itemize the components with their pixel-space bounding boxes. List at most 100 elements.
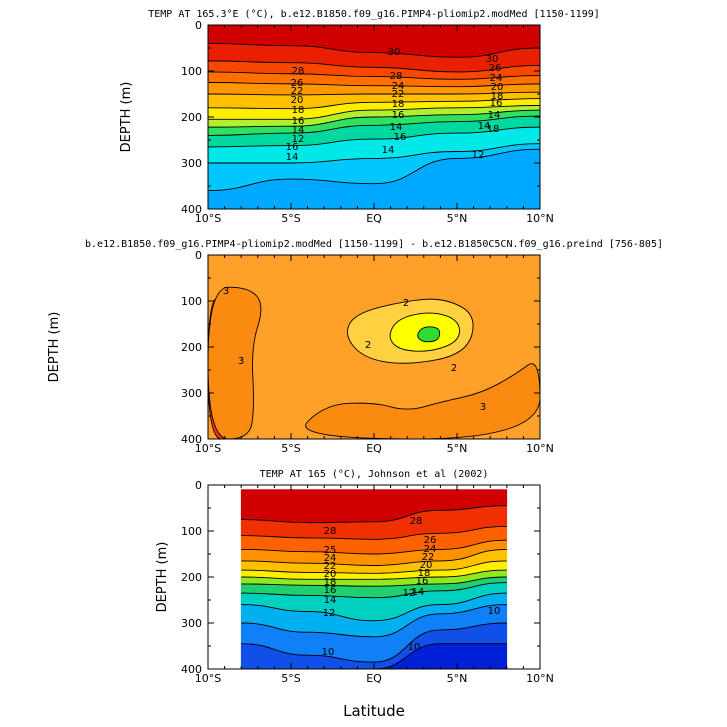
contour-label: 24 (490, 73, 503, 84)
contour-line (208, 91, 540, 96)
contour-label: 20 (420, 560, 433, 571)
contour-label: 14 (390, 122, 403, 133)
contour-line (241, 539, 507, 555)
panel-1-ylabel: DEPTH (m) (119, 82, 134, 153)
contour-label: 14 (488, 110, 501, 121)
contour-label: 22 (291, 86, 304, 97)
contour-label: 14 (478, 121, 491, 132)
contour-label: 10 (488, 606, 501, 617)
x-tick-label: 5°N (447, 672, 468, 685)
contour-label: 28 (324, 526, 337, 537)
contour-label: 10 (408, 642, 421, 653)
panel-3-contour-labels: 28 28 26 25 24 24 22 22 20 20 18 18 16 1… (322, 516, 501, 658)
contour-line (241, 548, 507, 566)
contour-line (208, 126, 540, 148)
contour-line (241, 604, 507, 638)
panel-3-plot: 28 28 26 25 24 24 22 22 20 20 18 18 16 1… (240, 489, 508, 669)
y-tick-label: 200 (181, 571, 202, 584)
y-tick-label: 400 (181, 433, 202, 446)
panel-2-fill (208, 255, 540, 439)
y-tick-label: 200 (181, 341, 202, 354)
contour-label: 22 (324, 561, 337, 572)
panel-3-ylabel: DEPTH (m) (155, 542, 170, 613)
x-tick-label: EQ (366, 442, 382, 455)
anomaly-region-warming-1.5 (417, 326, 441, 343)
contour-label: 2 (451, 363, 457, 374)
contour-label: 14 (292, 125, 305, 136)
contour-label: 12 (323, 608, 336, 619)
x-tick-label: EQ (366, 672, 382, 685)
panel-2-axes: 10°S 5°S EQ 5°N 10°N 0 100 200 300 400 (181, 249, 554, 455)
contour-line (241, 505, 507, 524)
contour-label: 14 (412, 587, 425, 598)
contour-label: 18 (418, 568, 431, 579)
contour-label: 10 (322, 647, 335, 658)
contour-label: 16 (392, 110, 405, 121)
contour-label: 24 (324, 553, 337, 564)
contour-label: 16 (394, 132, 407, 143)
contour-label: 12 (292, 134, 305, 145)
contour-line (208, 109, 540, 128)
contour-line (241, 569, 507, 580)
contour-label: 20 (324, 569, 337, 580)
x-tick-label: 10°N (526, 212, 554, 225)
contour-line (208, 148, 540, 192)
contour-line (241, 592, 507, 622)
contour-line (208, 105, 540, 120)
contour-label: 12 (403, 588, 416, 599)
contour-label: 28 (292, 66, 305, 77)
panel-1-title: TEMP AT 165.3°E (°C), b.e12.B1850.f09_g1… (148, 9, 600, 20)
contour-label: 26 (291, 78, 304, 89)
contour-label: 18 (292, 105, 305, 116)
y-tick-label: 100 (181, 295, 202, 308)
contour-label: 16 (324, 585, 337, 596)
contour-label: 16 (490, 98, 503, 109)
contour-line (208, 60, 540, 73)
panel-1-contour-labels: 30 30 28 28 26 26 24 24 22 22 20 20 18 1… (291, 47, 504, 145)
y-tick-label: 400 (181, 203, 202, 216)
contour-label: 24 (424, 544, 437, 555)
contour-label: 3 (238, 356, 244, 367)
x-tick-label: 10°N (526, 442, 554, 455)
y-tick-label: 200 (181, 111, 202, 124)
x-tick-label: 5°S (281, 442, 300, 455)
x-tick-label: 10°S (195, 672, 221, 685)
panel-3-title: TEMP AT 165 (°C), Johnson et al (2002) (260, 469, 489, 480)
contour-line (208, 115, 540, 136)
y-tick-label: 100 (181, 525, 202, 538)
y-tick-label: 400 (181, 663, 202, 676)
contour-label: 16 (416, 576, 429, 587)
y-tick-label: 300 (181, 387, 202, 400)
panel-1-contours (208, 42, 540, 192)
y-tick-label: 300 (181, 157, 202, 170)
contour-label: 22 (392, 89, 405, 100)
contour-label: 30 (388, 47, 401, 58)
x-tick-label: EQ (366, 212, 382, 225)
contour-label: 3 (480, 402, 486, 413)
panel-2-plot: 3 3 2 2 2 3 (208, 255, 540, 439)
y-tick-label: 0 (195, 249, 202, 262)
y-tick-label: 300 (181, 617, 202, 630)
contour-label: 18 (487, 124, 500, 135)
panel-3-axes: 10°S 5°S EQ 5°N 10°N 0 100 200 300 400 (181, 479, 554, 685)
contour-label: 14 (324, 595, 337, 606)
x-tick-label: 10°S (195, 212, 221, 225)
x-tick-label: 5°N (447, 442, 468, 455)
panel-1-contour-labels-lower: 18 16 16 14 14 14 12 (286, 121, 500, 163)
contour-label: 2 (365, 340, 371, 351)
contour-line (208, 42, 540, 58)
contour-label: 16 (286, 142, 299, 153)
contour-label: 26 (424, 535, 437, 546)
contour-label: 25 (324, 545, 337, 556)
contour-label: 18 (392, 99, 405, 110)
contour-line (241, 582, 507, 599)
contour-label: 30 (486, 54, 499, 65)
contour-line (208, 82, 540, 88)
contour-label: 20 (491, 82, 504, 93)
panel-2-title: b.e12.B1850.f09_g16.PIMP4-pliomip2.modMe… (85, 239, 663, 250)
x-tick-label: 5°S (281, 212, 300, 225)
contour-label: 18 (324, 577, 337, 588)
contour-label: 18 (491, 91, 504, 102)
panel-2-ylabel: DEPTH (m) (47, 312, 62, 383)
